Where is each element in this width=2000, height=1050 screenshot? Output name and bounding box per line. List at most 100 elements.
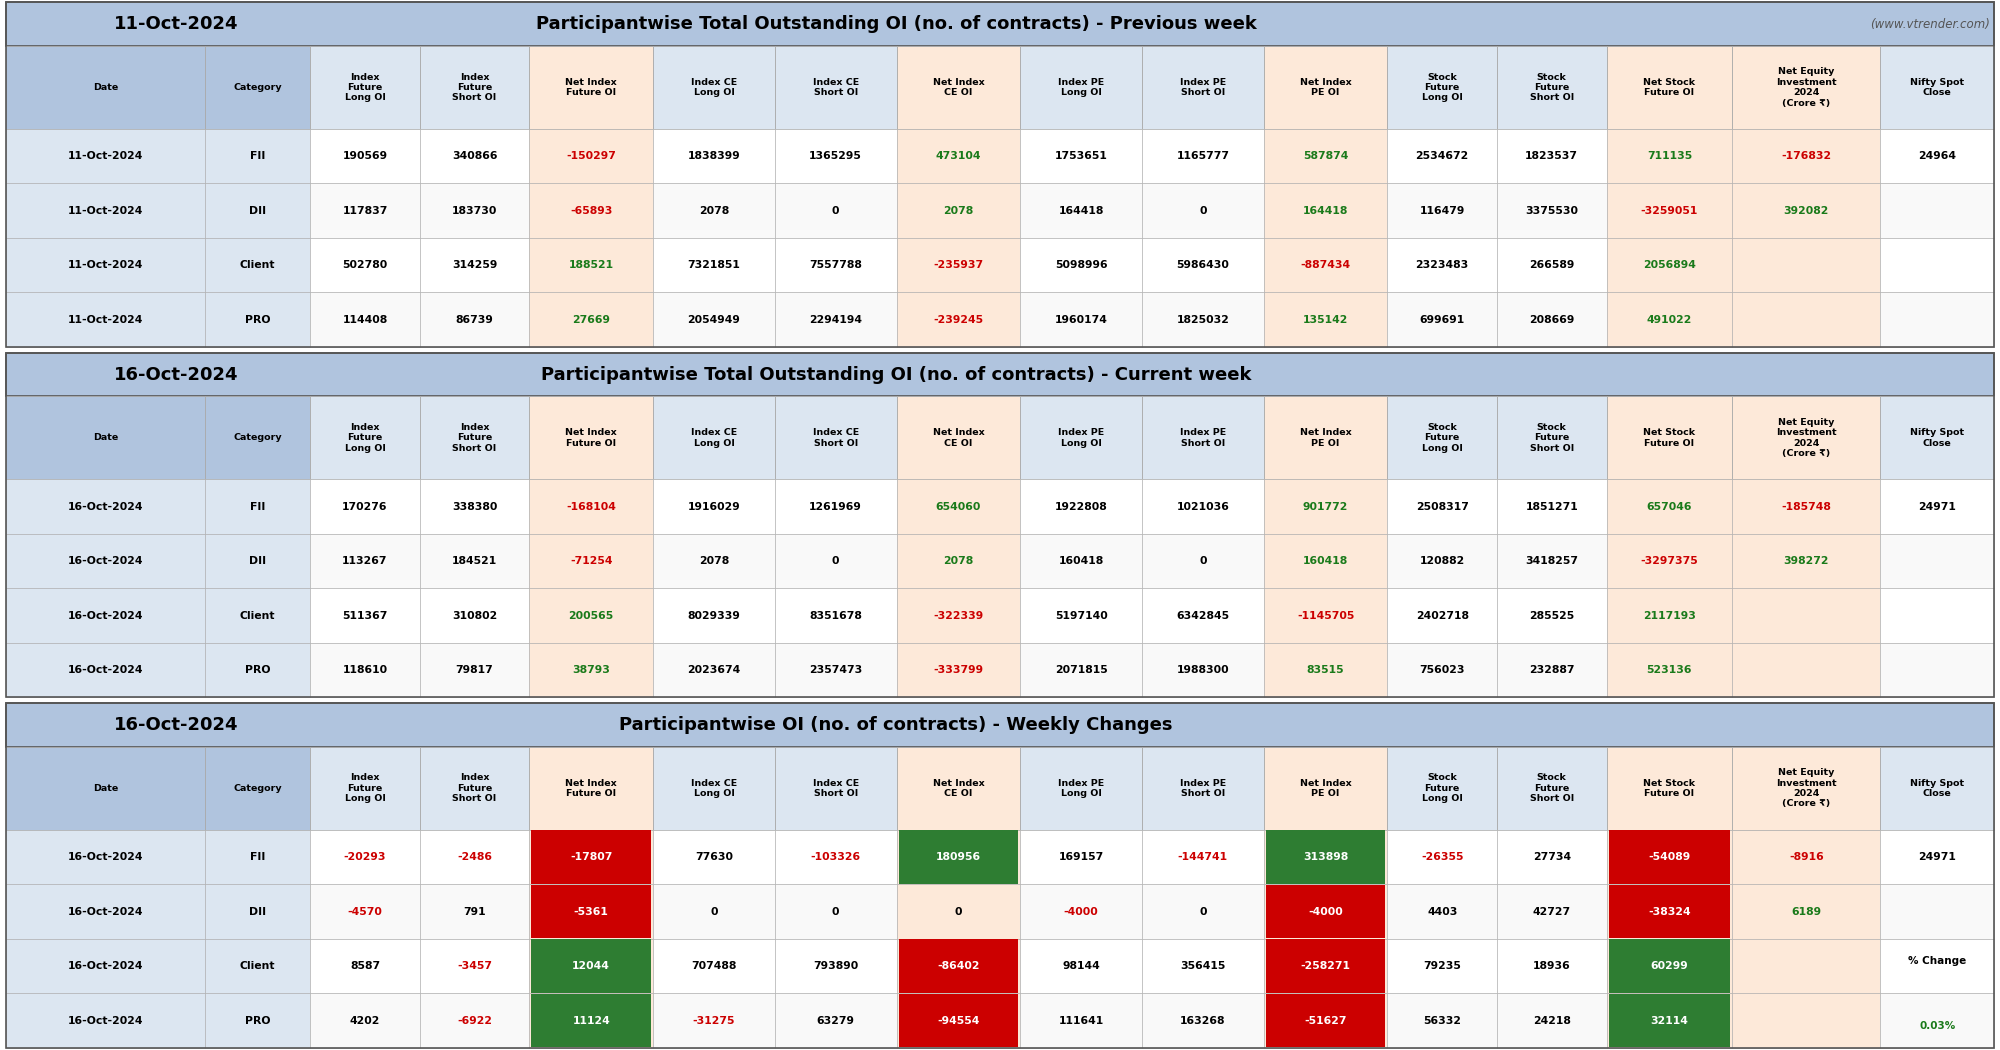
Text: 0: 0 xyxy=(832,556,840,566)
Bar xyxy=(1264,884,1388,939)
Bar xyxy=(1880,588,1994,643)
Text: 16-Oct-2024: 16-Oct-2024 xyxy=(114,365,238,383)
Text: 2078: 2078 xyxy=(944,206,974,215)
Text: 6342845: 6342845 xyxy=(1176,611,1230,621)
Text: 756023: 756023 xyxy=(1420,666,1464,675)
Bar xyxy=(896,238,1020,293)
Text: 27734: 27734 xyxy=(1532,852,1570,862)
Bar xyxy=(1880,46,1994,129)
Text: 5197140: 5197140 xyxy=(1054,611,1108,621)
Bar xyxy=(530,479,654,533)
Text: Index CE
Long OI: Index CE Long OI xyxy=(690,779,738,798)
Bar xyxy=(420,588,530,643)
Text: 114408: 114408 xyxy=(342,315,388,324)
Bar xyxy=(6,747,204,830)
Bar xyxy=(1142,184,1264,238)
Bar xyxy=(654,533,774,588)
Bar xyxy=(530,184,654,238)
Bar xyxy=(774,129,896,184)
Text: -94554: -94554 xyxy=(938,1015,980,1026)
Bar xyxy=(1020,479,1142,533)
Text: 398272: 398272 xyxy=(1784,556,1830,566)
Bar xyxy=(1880,397,1994,479)
Bar xyxy=(6,184,204,238)
Bar xyxy=(204,46,310,129)
Text: 11-Oct-2024: 11-Oct-2024 xyxy=(114,15,238,33)
Bar xyxy=(1732,884,1880,939)
Text: 340866: 340866 xyxy=(452,151,498,161)
Bar xyxy=(1880,939,1994,993)
Text: 16-Oct-2024: 16-Oct-2024 xyxy=(68,961,144,971)
Text: Client: Client xyxy=(240,611,276,621)
Bar xyxy=(1388,238,1496,293)
Bar xyxy=(1606,293,1732,347)
Bar xyxy=(774,830,896,884)
Text: 392082: 392082 xyxy=(1784,206,1830,215)
Bar xyxy=(6,704,1994,1048)
Text: -2486: -2486 xyxy=(458,852,492,862)
Text: Nifty Spot
Close: Nifty Spot Close xyxy=(1910,779,1964,798)
Text: 11124: 11124 xyxy=(572,1015,610,1026)
Text: 200565: 200565 xyxy=(568,611,614,621)
Text: 8351678: 8351678 xyxy=(810,611,862,621)
Text: Net Stock
Future OI: Net Stock Future OI xyxy=(1644,779,1696,798)
Bar xyxy=(774,643,896,697)
Text: 6189: 6189 xyxy=(1792,906,1822,917)
Text: 0: 0 xyxy=(1200,906,1206,917)
Text: 190569: 190569 xyxy=(342,151,388,161)
Text: 83515: 83515 xyxy=(1306,666,1344,675)
Bar xyxy=(530,129,654,184)
Bar xyxy=(530,293,654,347)
Bar xyxy=(204,993,310,1048)
Bar xyxy=(310,588,420,643)
Text: Stock
Future
Short OI: Stock Future Short OI xyxy=(1530,423,1574,453)
Bar xyxy=(1388,533,1496,588)
Text: 16-Oct-2024: 16-Oct-2024 xyxy=(68,611,144,621)
Bar xyxy=(1020,129,1142,184)
Bar xyxy=(530,993,654,1048)
Text: 0: 0 xyxy=(832,906,840,917)
Text: 2078: 2078 xyxy=(944,556,974,566)
Text: -185748: -185748 xyxy=(1782,502,1832,511)
Bar xyxy=(1496,479,1606,533)
Bar xyxy=(1264,993,1388,1048)
Text: Index PE
Long OI: Index PE Long OI xyxy=(1058,779,1104,798)
Text: -26355: -26355 xyxy=(1420,852,1464,862)
Bar xyxy=(420,238,530,293)
Bar xyxy=(1020,184,1142,238)
Bar xyxy=(530,747,654,830)
Text: 7321851: 7321851 xyxy=(688,260,740,270)
Bar xyxy=(310,884,420,939)
Text: 56332: 56332 xyxy=(1424,1015,1462,1026)
Bar xyxy=(774,46,896,129)
Bar xyxy=(310,643,420,697)
Bar xyxy=(1142,830,1264,884)
Bar xyxy=(1496,129,1606,184)
Bar xyxy=(6,479,204,533)
Bar xyxy=(774,747,896,830)
Bar xyxy=(1264,46,1388,129)
Bar xyxy=(1732,993,1880,1048)
Text: 27669: 27669 xyxy=(572,315,610,324)
Bar xyxy=(6,293,204,347)
Bar xyxy=(1388,588,1496,643)
Bar xyxy=(1020,747,1142,830)
Text: 901772: 901772 xyxy=(1302,502,1348,511)
Text: Category: Category xyxy=(234,784,282,793)
Text: 1753651: 1753651 xyxy=(1054,151,1108,161)
Text: 0.03%: 0.03% xyxy=(1920,1021,1956,1031)
Text: 16-Oct-2024: 16-Oct-2024 xyxy=(68,906,144,917)
Bar xyxy=(310,397,420,479)
Bar xyxy=(1266,831,1386,884)
Bar xyxy=(774,238,896,293)
Text: FII: FII xyxy=(250,151,266,161)
Text: 0: 0 xyxy=(710,906,718,917)
Text: 1021036: 1021036 xyxy=(1176,502,1230,511)
Bar xyxy=(530,46,654,129)
Text: 98144: 98144 xyxy=(1062,961,1100,971)
Text: 24218: 24218 xyxy=(1532,1015,1570,1026)
Text: Index PE
Long OI: Index PE Long OI xyxy=(1058,428,1104,447)
Bar xyxy=(204,479,310,533)
Bar xyxy=(1880,184,1994,238)
Bar xyxy=(204,643,310,697)
